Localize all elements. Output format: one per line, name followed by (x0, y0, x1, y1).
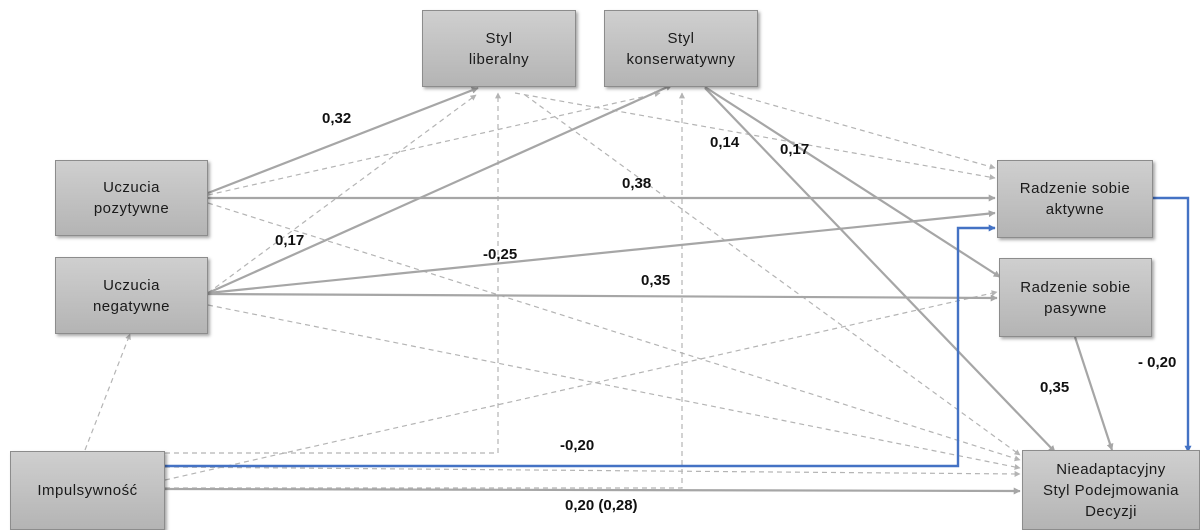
path-konserw-to-nieadapt (704, 87, 1056, 453)
node-uczucia-pozytywne: Uczucia pozytywne (55, 160, 208, 236)
node-styl-konserwatywny: Styl konserwatywny (604, 10, 758, 87)
path-impuls-to-pasywne (164, 290, 998, 481)
node-impulsywnosc: Impulsywność (10, 451, 165, 530)
path-impuls-to-nieadapt (164, 487, 1021, 495)
node-radzenie-aktywne: Radzenie sobie aktywne (997, 160, 1153, 238)
path-liberalny-to-nieadapt (524, 94, 1021, 456)
coef-aktywne-to-nieadapt: - 0,20 (1138, 354, 1177, 371)
path-neg-to-liberalny (207, 94, 477, 294)
path-konserw-to-aktywne-dash (729, 92, 996, 170)
path-pasywne-to-nieadapt (1073, 336, 1114, 451)
coef-neg-to-aktywne: -0,25 (483, 246, 518, 263)
coef-impuls-to-nieadapt: 0,20 (0,28) (565, 497, 638, 514)
path-neg-to-nieadapt (207, 304, 1021, 470)
node-radzenie-pasywne: Radzenie sobie pasywne (999, 258, 1152, 337)
path-neg-to-aktywne (207, 210, 996, 295)
path-poz-to-nieadapt (207, 202, 1021, 462)
coef-pasywne-to-nieadapt: 0,35 (1040, 379, 1070, 396)
path-konserw-to-pasywne (704, 86, 1001, 278)
coef-impuls-to-aktywne: -0,20 (560, 437, 595, 454)
path-impuls-to-uczucia (84, 333, 131, 451)
node-nieadaptacyjny: Nieadaptacyjny Styl Podejmowania Decyzji (1022, 450, 1200, 530)
path-aktywne-to-nieadapt (1153, 196, 1192, 453)
coef-poz-to-liberalny: 0,32 (322, 110, 352, 127)
path-impuls-to-konserw (165, 92, 685, 489)
path-liberalny-to-aktywne (514, 92, 996, 181)
path-neg-to-konserw (207, 83, 673, 295)
coef-poz-to-aktywne: 0,38 (622, 175, 652, 192)
path-impuls-to-aktywne (165, 224, 996, 468)
path-impuls-to-liberalny (165, 92, 501, 454)
coef-neg-to-konserw: 0,17 (275, 232, 305, 249)
node-uczucia-negatywne: Uczucia negatywne (55, 257, 208, 334)
path-poz-to-liberalny (207, 86, 479, 195)
coef-konserw-to-pasywne: 0,14 (710, 134, 740, 151)
path-impuls-to-nieadapt-dash (164, 466, 1021, 477)
node-styl-liberalny: Styl liberalny (422, 10, 576, 87)
path-neg-to-pasywne (207, 292, 998, 302)
coef-neg-to-pasywne: 0,35 (641, 272, 671, 289)
coef-konserw-to-aktywne: 0,17 (780, 141, 810, 158)
